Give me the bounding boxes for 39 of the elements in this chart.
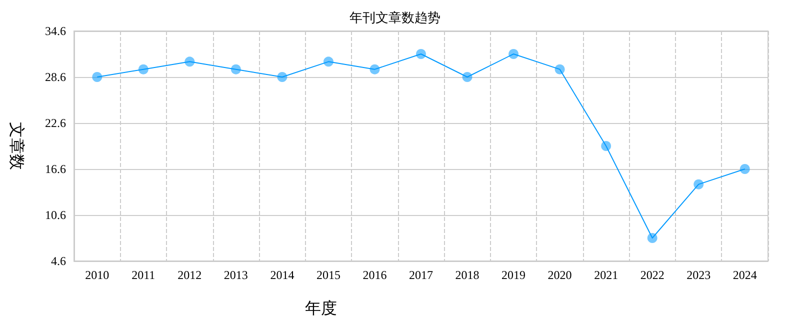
x-tick-label: 2024 [732,268,757,282]
y-tick-label: 34.6 [45,24,66,38]
point [370,64,380,74]
y-tick-label: 22.6 [45,116,66,130]
point [184,56,195,67]
x-tick-label: 2019 [502,268,526,282]
point [230,64,241,74]
point [92,72,102,82]
point [416,49,426,59]
point [462,72,472,82]
y-tick-label: 16.6 [45,162,66,176]
y-tick-label: 28.6 [45,70,66,84]
x-tick-label: 2018 [455,268,480,282]
point [508,49,519,59]
x-tick-label: 2020 [548,268,572,282]
x-tick-label: 2014 [270,268,294,282]
y-tick-label: 4.6 [51,254,66,268]
x-tick-label: 2021 [594,268,618,282]
point [601,141,612,151]
point [647,233,658,243]
x-axis-title: 年度 [305,300,337,318]
point [694,179,704,190]
x-tick-label: 2023 [686,268,711,282]
point [277,72,288,82]
x-tick-label: 2013 [224,268,248,282]
x-tick-label: 2010 [85,268,110,282]
x-tick-label: 2022 [640,268,664,282]
point [323,56,334,67]
chart-title: 年刊文章数趋势 [350,10,440,25]
point [740,164,750,174]
y-axis-title: 文章数 [8,122,26,170]
x-tick-label: 2011 [132,268,156,282]
y-tick-label: 10.6 [45,208,66,222]
point [138,64,148,74]
x-tick-label: 2015 [316,268,340,282]
x-tick-label: 2012 [178,268,202,282]
x-tick-label: 2017 [409,268,433,282]
x-tick-label: 2016 [362,268,387,282]
point [554,64,565,74]
